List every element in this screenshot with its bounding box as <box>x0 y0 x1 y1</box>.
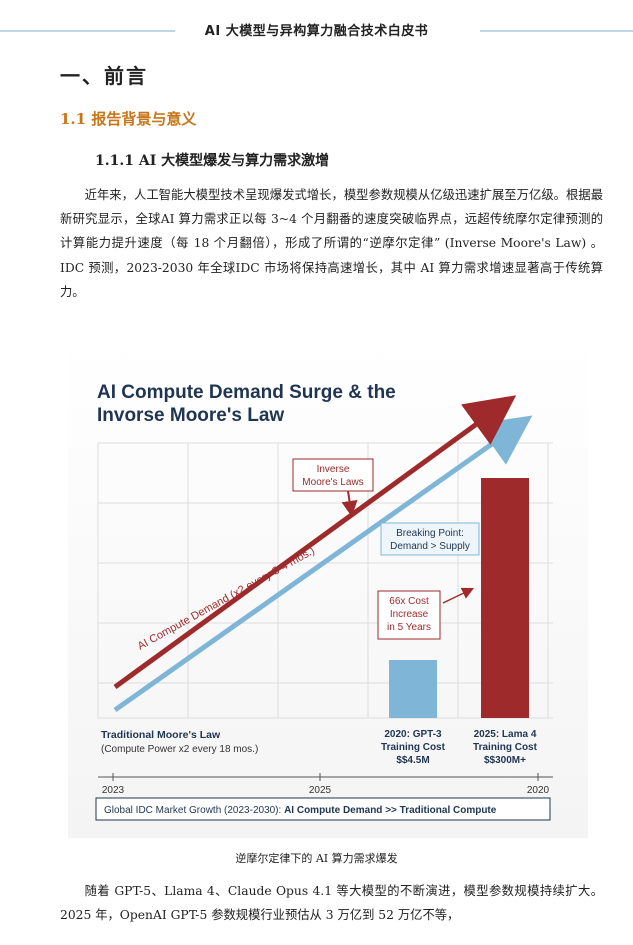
bar-llama4-cost <box>481 478 529 718</box>
bar-gpt3-value: $$4.5M <box>396 755 429 766</box>
figure-title-line2: Invorse Moore's Law <box>97 405 284 426</box>
bar-gpt3-cost <box>389 660 437 718</box>
breaking-point-line2: Demand > Supply <box>390 541 470 552</box>
breaking-point-line1: Breaking Point: <box>396 528 464 539</box>
subsection-heading: 1.1 报告背景与意义 <box>60 110 197 128</box>
bar-llama4-label-cost: Training Cost <box>473 742 538 753</box>
header-title: AI 大模型与异构算力融合技术白皮书 <box>204 24 429 39</box>
figure-svg: AI Compute Demand Surge & the Invorse Mo… <box>68 338 588 838</box>
moore-sublabel: (Compute Power x2 every 18 mos.) <box>101 744 258 755</box>
figure-footer-box <box>95 797 551 821</box>
cost-increase-line2: Increase <box>390 609 429 620</box>
moore-label: Traditional Moore's Law <box>101 729 221 741</box>
intro-paragraph: 近年来，人工智能大模型技术呈现爆发式增长，模型参数规模从亿级迅速扩展至万亿级。根… <box>60 188 603 299</box>
section-heading: 一、前言 <box>60 64 148 88</box>
figure-caption: 逆摩尔定律下的 AI 算力需求爆发 <box>235 852 398 865</box>
bar-gpt3-label-year: 2020: GPT-3 <box>384 729 442 740</box>
x-axis-ticks <box>112 773 539 781</box>
page-header: AI 大模型与异构算力融合技术白皮书 <box>0 0 633 40</box>
figure-title-line1: AI Compute Demand Surge & the <box>97 382 396 403</box>
figure-footer-text: Global IDC Market Growth (2023-2030): AI… <box>104 805 497 816</box>
breaking-point-box <box>380 522 480 556</box>
inverse-label-line1: Inverse <box>317 464 350 475</box>
bar-llama4-label-year: 2025: Lama 4 <box>474 729 537 740</box>
x-tick-2025: 2025 <box>309 785 332 796</box>
cost-increase-box <box>377 590 441 640</box>
inverse-label-box <box>292 458 374 492</box>
followup-paragraph: 随着 GPT-5、Llama 4、Claude Opus 4.1 等大模型的不断… <box>60 884 603 923</box>
cost-increase-line3: in 5 Years <box>387 622 431 633</box>
compute-demand-figure: AI Compute Demand Surge & the Invorse Mo… <box>68 338 588 838</box>
header-rule-right <box>480 30 633 32</box>
inverse-label-line2: Moore's Laws <box>302 477 363 488</box>
footer-prefix: Global IDC Market Growth (2023-2030): <box>104 805 284 816</box>
footer-bold: AI Compute Demand >> Traditional Compute <box>284 805 497 816</box>
demand-line <box>113 395 517 690</box>
inverse-pointer-arrow <box>341 490 358 517</box>
bar-labels: 2020: GPT-3 Training Cost $$4.5M 2025: L… <box>381 729 538 766</box>
cost-pointer-arrow <box>442 587 475 604</box>
x-tick-2020: 2020 <box>527 785 550 796</box>
header-rule-left <box>0 30 175 32</box>
cost-increase-line1: 66x Cost <box>389 596 429 607</box>
chart-grid <box>97 442 553 719</box>
bar-gpt3-label-cost: Training Cost <box>381 742 446 753</box>
bar-llama4-value: $$300M+ <box>484 755 526 766</box>
moore-law-line <box>113 415 533 713</box>
subsubsection-heading: 1.1.1 AI 大模型爆发与算力需求激增 <box>95 153 330 169</box>
x-tick-2023: 2023 <box>102 785 125 796</box>
